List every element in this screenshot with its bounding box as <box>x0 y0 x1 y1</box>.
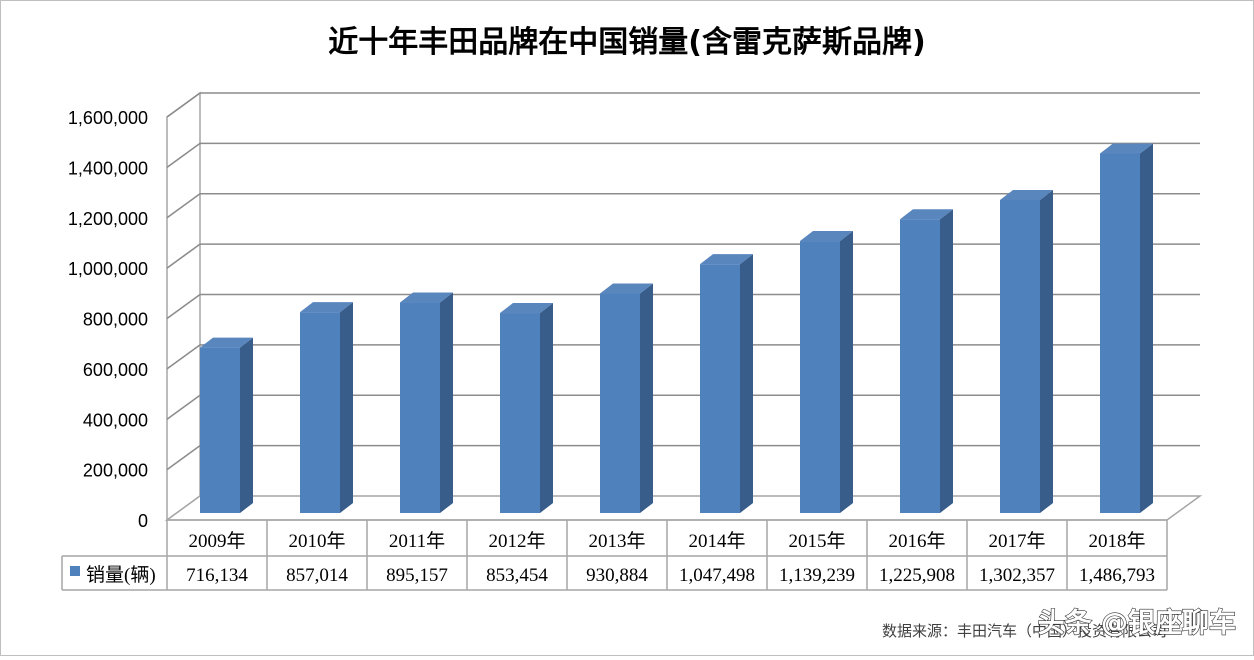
bar <box>400 302 440 513</box>
data-label: 1,139,239 <box>779 565 855 586</box>
x-tick-label: 2014年 <box>688 530 745 552</box>
x-tick-label: 2011年 <box>389 530 445 552</box>
chart-title: 近十年丰田品牌在中国销量(含雷克萨斯品牌) <box>328 25 925 60</box>
legend-swatch <box>70 566 80 576</box>
bar <box>1100 153 1140 513</box>
bar-top <box>1100 143 1153 154</box>
y-tick-label: 400,000 <box>83 410 148 430</box>
bar-2011年 <box>400 292 453 513</box>
gridline <box>166 344 1200 370</box>
bar <box>500 313 540 513</box>
data-label: 895,157 <box>386 565 448 586</box>
bar-2015年 <box>800 231 853 513</box>
bar-side <box>440 292 453 513</box>
bar-top <box>400 292 453 303</box>
bar <box>700 264 740 513</box>
bar <box>1000 199 1040 514</box>
bar-2013年 <box>600 283 653 513</box>
gridline <box>166 192 1200 219</box>
bar-top <box>1000 189 1053 200</box>
gridline <box>166 92 1200 118</box>
gridline <box>166 293 1200 320</box>
bar-side <box>340 302 353 513</box>
bar-side <box>940 209 953 513</box>
bar-side <box>1140 143 1153 513</box>
bar <box>600 293 640 513</box>
x-tick-label: 2013年 <box>588 530 645 552</box>
bar-top <box>200 337 253 348</box>
y-tick-label: 200,000 <box>83 461 148 481</box>
gridline <box>166 243 1200 269</box>
bar-top <box>900 209 953 220</box>
gridline <box>166 142 1200 169</box>
bar-2017年 <box>1000 189 1053 514</box>
bar-2018年 <box>1100 143 1153 513</box>
x-tick-label: 2017年 <box>988 530 1045 552</box>
x-tick-label: 2010年 <box>288 530 345 552</box>
bar-top <box>800 231 853 242</box>
y-tick-label: 1,200,000 <box>68 209 148 229</box>
x-tick-label: 2015年 <box>788 530 845 552</box>
data-label: 853,454 <box>486 565 548 586</box>
y-tick-label: 800,000 <box>83 310 148 330</box>
y-tick-label: 1,000,000 <box>68 259 148 279</box>
x-tick-label: 2009年 <box>188 530 245 552</box>
bar <box>800 241 840 513</box>
data-table: 2009年 716,134 2010年 857,014 2011年 895,157 2012… <box>61 519 1168 591</box>
data-label: 1,486,793 <box>1079 565 1155 586</box>
x-tick-label: 2018年 <box>1088 530 1145 552</box>
data-label: 930,884 <box>586 565 648 586</box>
bar-2016年 <box>900 209 953 513</box>
bar-2012年 <box>500 303 553 513</box>
bar-top <box>700 254 753 265</box>
bars <box>200 143 1153 514</box>
y-tick-label: 600,000 <box>83 360 148 380</box>
data-label: 857,014 <box>286 565 348 586</box>
y-axis-ticks: 0 200,000 400,000 600,000 800,000 1,000,000 1,… <box>68 108 148 531</box>
watermark: 头条 @银座聊车 <box>1038 607 1236 639</box>
bar-side <box>740 254 753 513</box>
bar-2009年 <box>200 337 253 513</box>
bar-top <box>300 302 353 313</box>
data-label: 1,047,498 <box>679 565 755 586</box>
bar <box>300 312 340 513</box>
bar-side <box>840 231 853 513</box>
data-label: 1,225,908 <box>879 565 955 586</box>
bar-side <box>640 283 653 513</box>
y-tick-label: 1,400,000 <box>68 158 148 178</box>
bar-side <box>540 303 553 513</box>
y-tick-label: 1,600,000 <box>68 108 148 128</box>
bar <box>900 219 940 513</box>
bar <box>200 347 240 513</box>
data-label: 716,134 <box>186 565 248 586</box>
bar-side <box>240 337 253 513</box>
bar-2010年 <box>300 302 353 513</box>
data-label: 1,302,357 <box>979 565 1055 586</box>
bar-top <box>600 283 653 294</box>
bar-side <box>1040 189 1053 514</box>
bar-top <box>500 303 553 314</box>
legend-label: 销量(辆) <box>86 564 156 586</box>
x-tick-label: 2016年 <box>888 530 945 552</box>
bar-2014年 <box>700 254 753 513</box>
source-note: 数据来源：丰田汽车（中国）投资有限公司 <box>882 622 1167 640</box>
y-tick-label: 0 <box>138 511 148 531</box>
x-tick-label: 2012年 <box>488 530 545 552</box>
